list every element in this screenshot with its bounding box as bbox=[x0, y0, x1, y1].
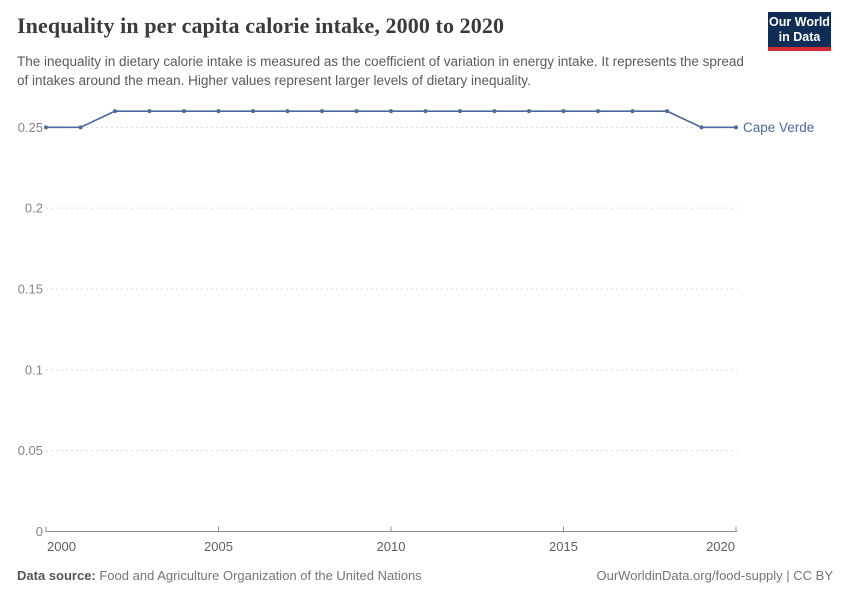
credit-link[interactable]: OurWorldinData.org/food-supply | CC BY bbox=[596, 568, 833, 583]
data-point[interactable] bbox=[665, 109, 669, 114]
data-point[interactable] bbox=[147, 109, 152, 114]
x-tick-label: 2010 bbox=[377, 539, 406, 554]
owid-logo-line1: Our World bbox=[769, 15, 830, 29]
data-point[interactable] bbox=[216, 109, 221, 114]
x-tick-label: 2005 bbox=[204, 539, 233, 554]
y-tick-label: 0.05 bbox=[18, 443, 43, 458]
y-tick-label: 0.25 bbox=[18, 120, 43, 135]
series-line[interactable] bbox=[45, 110, 737, 129]
data-point[interactable] bbox=[44, 125, 48, 130]
data-point[interactable] bbox=[458, 109, 462, 114]
data-point[interactable] bbox=[251, 109, 255, 114]
y-tick-label: 0 bbox=[36, 524, 43, 539]
data-point[interactable] bbox=[423, 109, 428, 114]
data-point[interactable] bbox=[389, 109, 393, 114]
data-point[interactable] bbox=[527, 109, 531, 114]
data-point[interactable] bbox=[596, 109, 600, 114]
x-tick-label: 2020 bbox=[706, 539, 735, 554]
chart-subtitle: The inequality in dietary calorie intake… bbox=[17, 54, 744, 89]
data-source-label: Data source: bbox=[17, 568, 96, 583]
data-point[interactable] bbox=[630, 109, 635, 114]
chart-title: Inequality in per capita calorie intake,… bbox=[17, 13, 505, 38]
data-point[interactable] bbox=[561, 109, 566, 114]
x-tick-label: 2000 bbox=[47, 539, 76, 554]
owid-logo[interactable]: Our World in Data bbox=[768, 12, 831, 51]
x-tick-label: 2015 bbox=[549, 539, 578, 554]
y-tick-label: 0.1 bbox=[25, 362, 43, 377]
data-point[interactable] bbox=[699, 125, 704, 130]
chart-footer: Data source: Food and Agriculture Organi… bbox=[17, 568, 833, 583]
series-entity-label: Cape Verde bbox=[743, 120, 814, 135]
data-point[interactable] bbox=[492, 109, 497, 114]
data-source-value: Food and Agriculture Organization of the… bbox=[99, 568, 422, 583]
data-point[interactable] bbox=[182, 109, 186, 114]
y-tick-label: 0.2 bbox=[25, 201, 43, 216]
data-point[interactable] bbox=[113, 109, 117, 114]
data-point[interactable] bbox=[354, 109, 359, 114]
data-source: Data source: Food and Agriculture Organi… bbox=[17, 568, 422, 583]
y-tick-label: 0.15 bbox=[18, 282, 43, 297]
data-point[interactable] bbox=[78, 125, 83, 130]
data-point[interactable] bbox=[734, 125, 738, 130]
owid-logo-line2: in Data bbox=[778, 30, 821, 44]
data-point[interactable] bbox=[285, 109, 290, 114]
data-point[interactable] bbox=[320, 109, 324, 114]
